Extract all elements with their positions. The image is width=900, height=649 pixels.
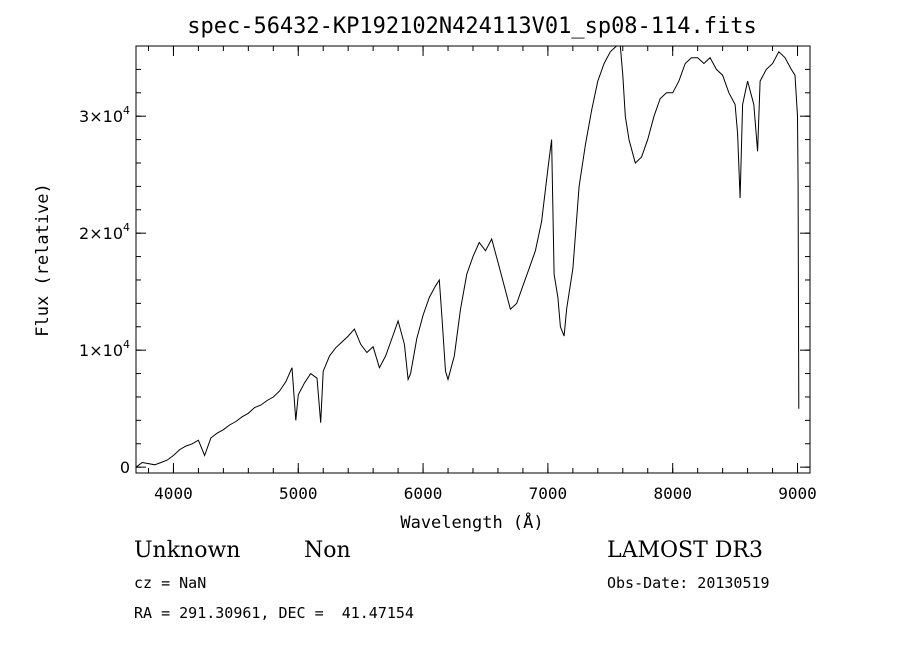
x-tick-label: 6000: [404, 484, 443, 503]
object-subclass: Non: [304, 538, 351, 563]
x-tick-label: 9000: [778, 484, 817, 503]
y-tick-label: 3×104: [79, 104, 130, 126]
chart-title: spec-56432-KP192102N424113V01_sp08-114.f…: [187, 14, 757, 39]
y-axis-label: Flux (relative): [33, 183, 53, 337]
observation-date: Obs-Date: 20130519: [607, 574, 770, 592]
redshift-readout: cz = NaN: [134, 574, 207, 592]
x-axis-label: Wavelength (Å): [400, 511, 543, 533]
x-axis: 4000 5000 6000 7000 8000 9000: [147, 46, 817, 503]
x-tick-label: 5000: [279, 484, 318, 503]
y-tick-label: 1×104: [79, 338, 130, 360]
y-tick-label: 0: [120, 458, 130, 477]
x-tick-label: 7000: [529, 484, 568, 503]
y-tick-label: 2×104: [79, 221, 130, 243]
x-tick-label: 8000: [653, 484, 692, 503]
plot-frame: [135, 45, 811, 474]
survey-name: LAMOST DR3: [607, 538, 763, 563]
coordinates-readout: RA = 291.30961, DEC = 41.47154: [134, 604, 414, 622]
y-axis: 0 1×104 2×104 3×104: [79, 45, 810, 477]
x-tick-label: 4000: [154, 484, 193, 503]
spectrum-series-line: [135, 45, 800, 468]
object-class: Unknown: [134, 538, 241, 563]
